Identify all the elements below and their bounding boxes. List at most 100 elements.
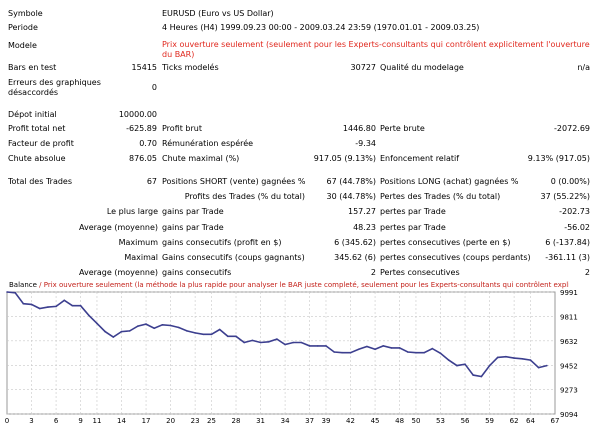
x-tick-label: 6 (54, 417, 59, 425)
y-tick-label: 9991 (560, 289, 578, 297)
x-tick-label: 67 (551, 417, 560, 425)
balance-point (456, 364, 458, 367)
chart-title-balance: Balance (9, 281, 37, 289)
total-trades-value: 67 (146, 177, 157, 186)
balance-point (308, 345, 311, 347)
balance-point (71, 304, 74, 307)
avg-consecutive-profit-value: 2 (370, 268, 376, 277)
expected-payoff-value: -9.34 (355, 139, 376, 148)
balance-point (374, 348, 376, 351)
row-drawdown: Chute absolue 876.05 Chute maximal (%) 9… (0, 153, 600, 165)
balance-point (186, 330, 188, 332)
row-profit: Profit total net -625.89 Profit brut 144… (0, 123, 600, 135)
balance-point (357, 348, 360, 351)
balance-point (235, 335, 237, 338)
balance-point (30, 303, 33, 306)
short-won-value: 67 (44.78%) (326, 177, 376, 186)
plot-frame (6, 291, 556, 415)
long-won-value: 0 (0.00%) (550, 177, 590, 186)
row-factor: Facteur de profit 0.70 Rémunération espé… (0, 138, 600, 150)
max-drawdown-value: 917.05 (9.13%) (313, 154, 376, 163)
bars-label: Bars en test (8, 63, 57, 72)
maximum-loss-value: 6 (-137.84) (545, 238, 590, 247)
balance-point (317, 345, 319, 347)
maximal-loss-value: -361.11 (3) (545, 253, 590, 262)
row-period: Periode 4 Heures (H4) 1999.09.23 00:00 -… (0, 22, 600, 34)
x-tick-label: 48 (395, 417, 404, 425)
row-bars: Bars en test 15415 Ticks modelés 30727 Q… (0, 62, 600, 74)
total-trades-label: Total des Trades (8, 177, 73, 186)
x-tick-label: 11 (93, 417, 102, 425)
x-tick-label: 53 (436, 417, 445, 425)
average-profit-value: 48.23 (353, 223, 376, 232)
chart-title: Balance / Prix ouverture seulement (la m… (9, 280, 569, 291)
maximal-loss-label: pertes consecutives (coups perdants) (380, 253, 530, 262)
balance-point (79, 304, 82, 307)
long-won-label: Positions LONG (achat) gagnées % (380, 177, 519, 186)
balance-point (202, 333, 205, 336)
balance-point (178, 326, 180, 329)
loss-trades-value: 37 (55.22%) (540, 192, 590, 201)
balance-point (112, 336, 115, 338)
average-label: Average (moyenne) (78, 223, 158, 232)
balance-point (55, 305, 57, 308)
y-tick-label: 9094 (560, 411, 578, 419)
symbol-label: Symbole (8, 9, 43, 18)
balance-point (96, 322, 98, 325)
balance-point (88, 314, 90, 317)
balance-point (153, 327, 155, 329)
x-tick-label: 50 (411, 417, 420, 425)
largest-label: Le plus large (106, 207, 158, 216)
balance-point (488, 364, 491, 367)
balance-point (390, 347, 393, 349)
balance-point (415, 351, 417, 354)
net-profit-value: -625.89 (126, 124, 157, 133)
bars-value: 15415 (131, 63, 157, 72)
x-tick-label: 39 (322, 417, 331, 425)
balance-point (104, 330, 106, 333)
balance-point (284, 343, 286, 346)
balance-point (546, 364, 548, 367)
x-tick-label: 0 (5, 417, 9, 425)
deposit-label: Dépot initial (8, 110, 57, 119)
balance-point (14, 292, 16, 294)
abs-drawdown-value: 876.05 (129, 154, 157, 163)
y-tick-label: 9452 (560, 362, 578, 370)
x-tick-label: 20 (166, 417, 175, 425)
row-avg-consecutive: Average (moyenne) gains consecutifs 2 Pe… (0, 267, 600, 279)
deposit-value: 10000.00 (118, 110, 157, 119)
gross-loss-value: -2072.69 (554, 124, 590, 133)
avg-consecutive-profit-label: gains consecutifs (162, 268, 232, 277)
max-drawdown-label: Chute maximal (%) (162, 154, 240, 163)
y-tick-label: 9273 (560, 387, 578, 395)
balance-point (128, 330, 131, 332)
row-maximal: Maximal Gains consecutifs (coups gagnant… (0, 252, 600, 264)
quality-label: Qualité du modelage (380, 63, 464, 72)
balance-point (6, 291, 8, 293)
balance-point (521, 358, 524, 360)
balance-point (505, 355, 507, 358)
y-tick-label: 9632 (560, 338, 578, 346)
row-trades: Total des Trades 67 Positions SHORT (ven… (0, 176, 600, 188)
model-label: Modele (8, 41, 37, 50)
x-tick-label: 28 (232, 417, 241, 425)
balance-point (333, 351, 336, 353)
balance-point (63, 299, 66, 302)
x-tick-label: 34 (281, 417, 290, 425)
period-value: 4 Heures (H4) 1999.09.23 00:00 - 2009.03… (162, 23, 480, 32)
y-tick-label: 9811 (560, 313, 578, 321)
strategy-tester-report: Symbole EURUSD (Euro vs US Dollar) Perio… (0, 9, 600, 279)
balance-point (137, 325, 139, 327)
balance-chart-svg: 9991 9811 9632 9452 9273 9094 0 3 6 9 11 14 17 20 23 25… (5, 289, 579, 425)
net-profit-label: Profit total net (8, 124, 66, 133)
balance-point (537, 366, 540, 369)
balance-point (47, 306, 49, 308)
balance-point (325, 345, 327, 347)
largest-profit-value: 157.27 (348, 207, 376, 216)
x-tick-label: 42 (346, 417, 355, 425)
balance-point (431, 347, 434, 350)
x-tick-label: 25 (207, 417, 216, 425)
average-profit-label: gains par Trade (162, 223, 224, 232)
balance-point (120, 330, 123, 333)
largest-profit-label: gains par Trade (162, 207, 224, 216)
